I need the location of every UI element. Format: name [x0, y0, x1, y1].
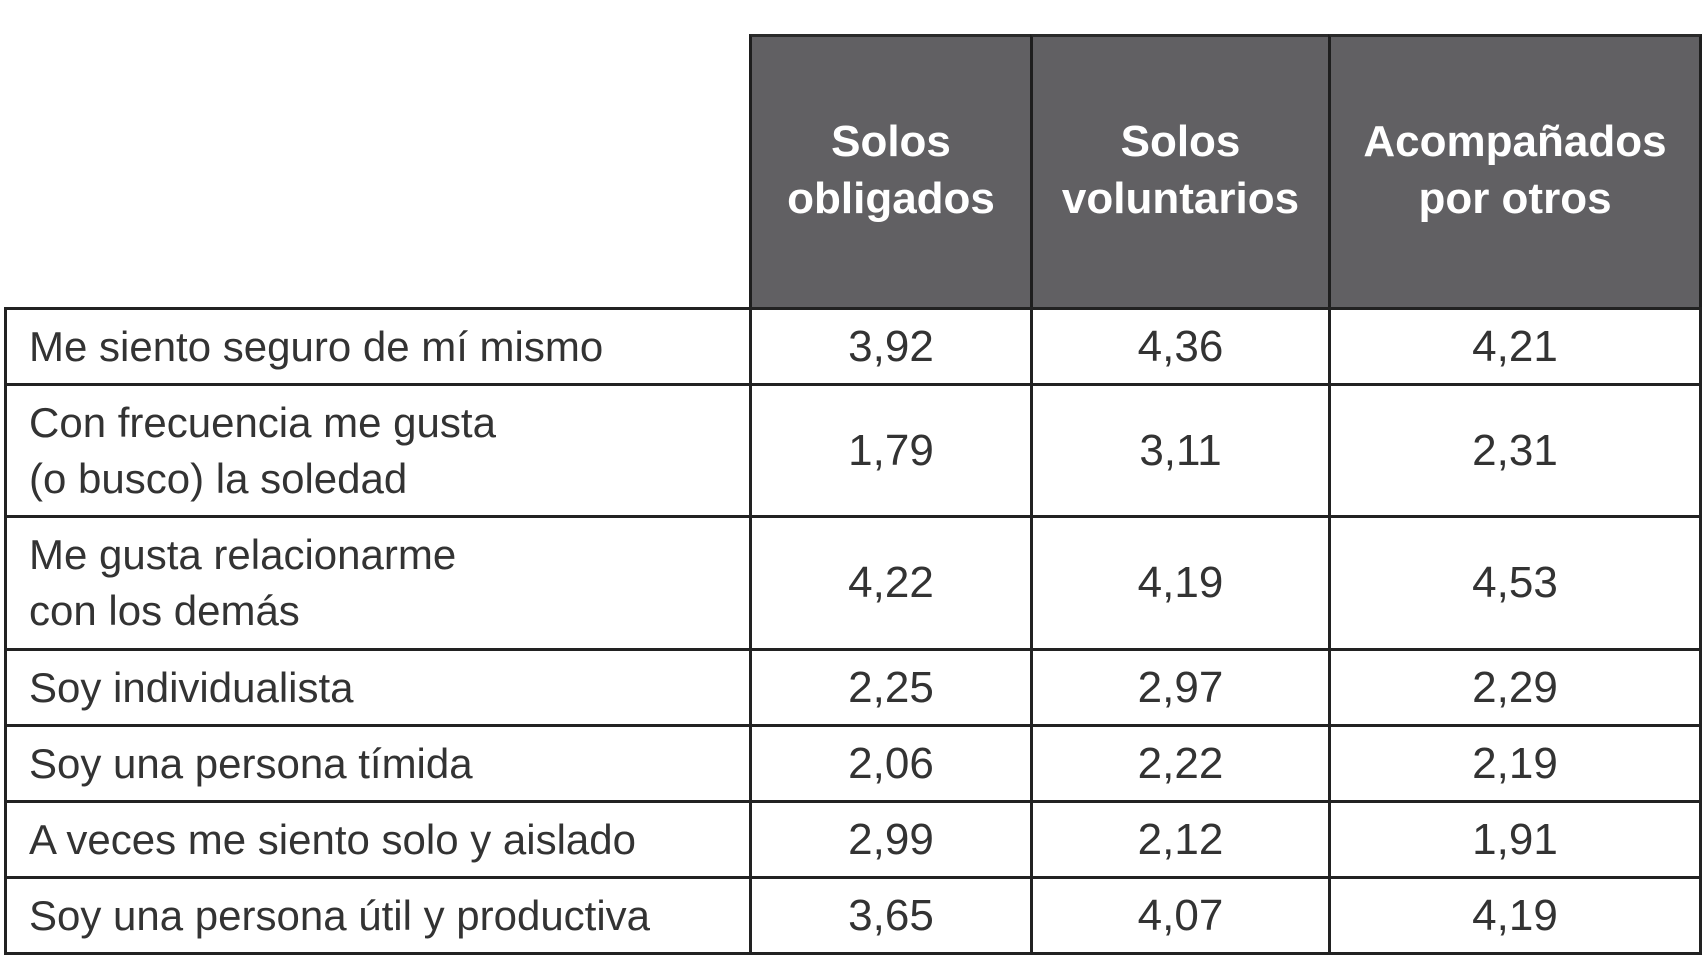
cell-solos-voluntarios: 4,07: [1030, 879, 1328, 952]
cell-acompanados: 1,91: [1328, 803, 1702, 876]
cell-solos-obligados: 4,22: [749, 518, 1030, 648]
table-row: Me gusta relacionarme con los demás 4,22…: [4, 515, 1702, 648]
cell-acompanados: 4,21: [1328, 310, 1702, 383]
table-row: Me siento seguro de mí mismo 3,92 4,36 4…: [4, 307, 1702, 383]
table-row: Con frecuencia me gusta (o busco) la sol…: [4, 383, 1702, 515]
cell-acompanados: 2,31: [1328, 386, 1702, 515]
cell-solos-obligados: 3,92: [749, 310, 1030, 383]
table-row: Soy individualista 2,25 2,97 2,29: [4, 648, 1702, 724]
cell-acompanados: 2,19: [1328, 727, 1702, 800]
column-header-acompanados: Acompañados por otros: [1328, 34, 1702, 307]
cell-acompanados: 4,53: [1328, 518, 1702, 648]
row-label: Soy una persona tímida: [4, 727, 749, 800]
cell-solos-obligados: 2,25: [749, 651, 1030, 724]
table-row: A veces me siento solo y aislado 2,99 2,…: [4, 800, 1702, 876]
row-label: Me siento seguro de mí mismo: [4, 310, 749, 383]
cell-solos-voluntarios: 2,22: [1030, 727, 1328, 800]
cell-solos-obligados: 2,99: [749, 803, 1030, 876]
cell-solos-voluntarios: 2,12: [1030, 803, 1328, 876]
cell-solos-obligados: 1,79: [749, 386, 1030, 515]
cell-solos-voluntarios: 2,97: [1030, 651, 1328, 724]
column-header-solos-voluntarios: Solos voluntarios: [1030, 34, 1328, 307]
cell-solos-obligados: 2,06: [749, 727, 1030, 800]
column-header-solos-obligados: Solos obligados: [749, 34, 1030, 307]
cell-solos-obligados: 3,65: [749, 879, 1030, 952]
cell-solos-voluntarios: 3,11: [1030, 386, 1328, 515]
cell-acompanados: 4,19: [1328, 879, 1702, 952]
row-label: Me gusta relacionarme con los demás: [4, 518, 749, 648]
row-label: Con frecuencia me gusta (o busco) la sol…: [4, 386, 749, 515]
cell-solos-voluntarios: 4,19: [1030, 518, 1328, 648]
table-row: Soy una persona útil y productiva 3,65 4…: [4, 876, 1702, 955]
row-label: Soy individualista: [4, 651, 749, 724]
row-label: Soy una persona útil y productiva: [4, 879, 749, 952]
table-row: Soy una persona tímida 2,06 2,22 2,19: [4, 724, 1702, 800]
cell-acompanados: 2,29: [1328, 651, 1702, 724]
cell-solos-voluntarios: 4,36: [1030, 310, 1328, 383]
row-label: A veces me siento solo y aislado: [4, 803, 749, 876]
